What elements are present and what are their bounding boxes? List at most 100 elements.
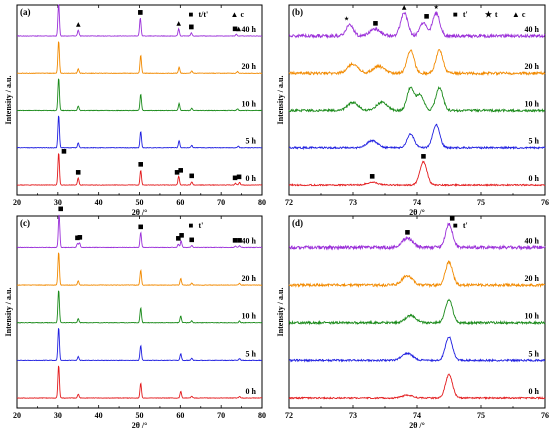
y-axis-title: Intensity / a.u. <box>4 76 13 125</box>
peak-marker: ■ <box>421 153 427 160</box>
trace-label: 5 h <box>529 137 540 146</box>
trace-label: 20 h <box>525 274 540 283</box>
peak-marker: ▲ <box>138 9 143 16</box>
peak-marker: ■ <box>175 235 181 242</box>
trace-label: 40 h <box>242 25 257 34</box>
legend-symbol: ■ <box>453 221 458 230</box>
peak-marker: ▲ <box>189 24 194 31</box>
legend-label: c <box>522 10 526 19</box>
trace-label: 0 h <box>246 174 257 183</box>
panel-d: 72 73 74 75 76 (d) 2θ /° Intensity / a.u. 0 h 5 h… <box>276 215 549 430</box>
trace-label: 0 h <box>529 174 540 183</box>
peak-marker: ■ <box>179 232 185 239</box>
trace-label: 10 h <box>242 312 257 321</box>
x-axis-title: 2θ /° <box>132 421 148 430</box>
peak-marker: ■ <box>75 234 81 241</box>
peak-marker: ■ <box>369 173 375 180</box>
trace-label: 5 h <box>529 349 540 358</box>
x-axis-title: 2θ /° <box>409 208 425 217</box>
peak-marker: ▲ <box>236 25 241 32</box>
legend-label: c <box>241 10 245 19</box>
peak-marker: ■ <box>189 24 195 31</box>
peak-marker: ■ <box>232 25 238 32</box>
peak-marker: ■ <box>137 9 143 16</box>
legend-symbol: ▲ <box>512 10 520 19</box>
trace-label: 20 h <box>525 62 540 71</box>
peak-marker: ■ <box>174 169 180 176</box>
trace-20h <box>16 252 263 286</box>
x-tick-label: 76 <box>541 198 549 207</box>
panel-b: 72 73 74 75 76 (b) 2θ /° Intensity / a.u. 0 h 5 h… <box>276 4 549 217</box>
trace-5h <box>288 123 546 151</box>
x-tick-label: 76 <box>541 411 549 420</box>
trace-10h <box>288 298 546 326</box>
peak-marker: ■ <box>237 237 243 244</box>
peak-marker: ■ <box>58 205 64 212</box>
x-tick-label: 20 <box>13 411 21 420</box>
x-tick-label: 70 <box>217 411 225 420</box>
x-tick-label: 75 <box>477 411 485 420</box>
x-tick-label: 50 <box>136 411 144 420</box>
trace-20h <box>16 41 263 75</box>
legend-label: t' <box>463 10 468 19</box>
trace-5h <box>16 115 263 149</box>
trace-0h <box>16 153 263 186</box>
panel-label: (d) <box>292 218 303 228</box>
x-tick-label: 73 <box>349 411 357 420</box>
legend-label: t/t' <box>199 10 209 19</box>
x-tick-label: 20 <box>13 198 21 207</box>
trace-40h <box>288 222 546 251</box>
peak-marker: ★ <box>434 4 439 11</box>
trace-label: 10 h <box>525 99 540 108</box>
trace-label: 10 h <box>525 312 540 321</box>
x-axis-title: 2θ /° <box>409 421 425 430</box>
peak-marker: ■ <box>138 224 144 231</box>
legend-symbol: ■ <box>453 10 458 19</box>
trace-label: 40 h <box>525 236 540 245</box>
legend-symbol: ■ <box>189 10 194 19</box>
legend-symbol: ■ <box>189 221 194 230</box>
peak-marker: ★ <box>344 15 349 22</box>
peak-marker: ▲ <box>402 4 407 11</box>
peak-marker: ■ <box>189 173 195 180</box>
trace-label: 10 h <box>242 99 257 108</box>
x-axis-title: 2θ /° <box>132 208 148 217</box>
peak-marker: ■ <box>405 229 411 236</box>
panel-c: 20 30 40 50 60 70 80 (c) 2θ /° Intensity / a.u. 0 … <box>4 205 266 430</box>
trace-0h <box>288 160 546 188</box>
trace-40h <box>16 214 263 249</box>
panel-label: (b) <box>292 7 303 17</box>
trace-label: 40 h <box>242 236 257 245</box>
trace-10h <box>16 78 263 112</box>
peak-marker: ■ <box>232 237 238 244</box>
trace-40h <box>16 4 263 37</box>
trace-label: 5 h <box>246 137 257 146</box>
trace-label: 40 h <box>525 25 540 34</box>
panel-label: (a) <box>20 7 31 17</box>
x-tick-label: 60 <box>176 411 184 420</box>
peak-marker: ▲ <box>176 20 181 27</box>
x-tick-label: 72 <box>285 411 293 420</box>
x-tick-label: 40 <box>95 198 103 207</box>
x-tick-label: 80 <box>258 198 266 207</box>
trace-label: 0 h <box>529 387 540 396</box>
peak-marker: ■ <box>424 13 430 20</box>
trace-20h <box>288 260 546 289</box>
legend-symbol: ▲ <box>231 10 239 19</box>
legend-label: t' <box>463 221 468 230</box>
x-tick-label: 74 <box>413 411 421 420</box>
trace-10h <box>288 85 546 114</box>
peak-marker: ■ <box>232 174 238 181</box>
x-tick-label: 40 <box>95 411 103 420</box>
trace-label: 0 h <box>246 387 257 396</box>
panel-a: 20 30 40 50 60 70 80 (a) 2θ /° Intensity / a.u. 0 … <box>4 0 266 217</box>
legend-label: t <box>495 10 498 19</box>
peak-marker: ■ <box>138 161 144 168</box>
x-tick-label: 80 <box>258 411 266 420</box>
x-tick-label: 72 <box>285 198 293 207</box>
trace-5h <box>16 328 263 362</box>
x-tick-label: 70 <box>217 198 225 207</box>
x-tick-label: 74 <box>413 198 421 207</box>
panel-label: (c) <box>20 218 30 228</box>
